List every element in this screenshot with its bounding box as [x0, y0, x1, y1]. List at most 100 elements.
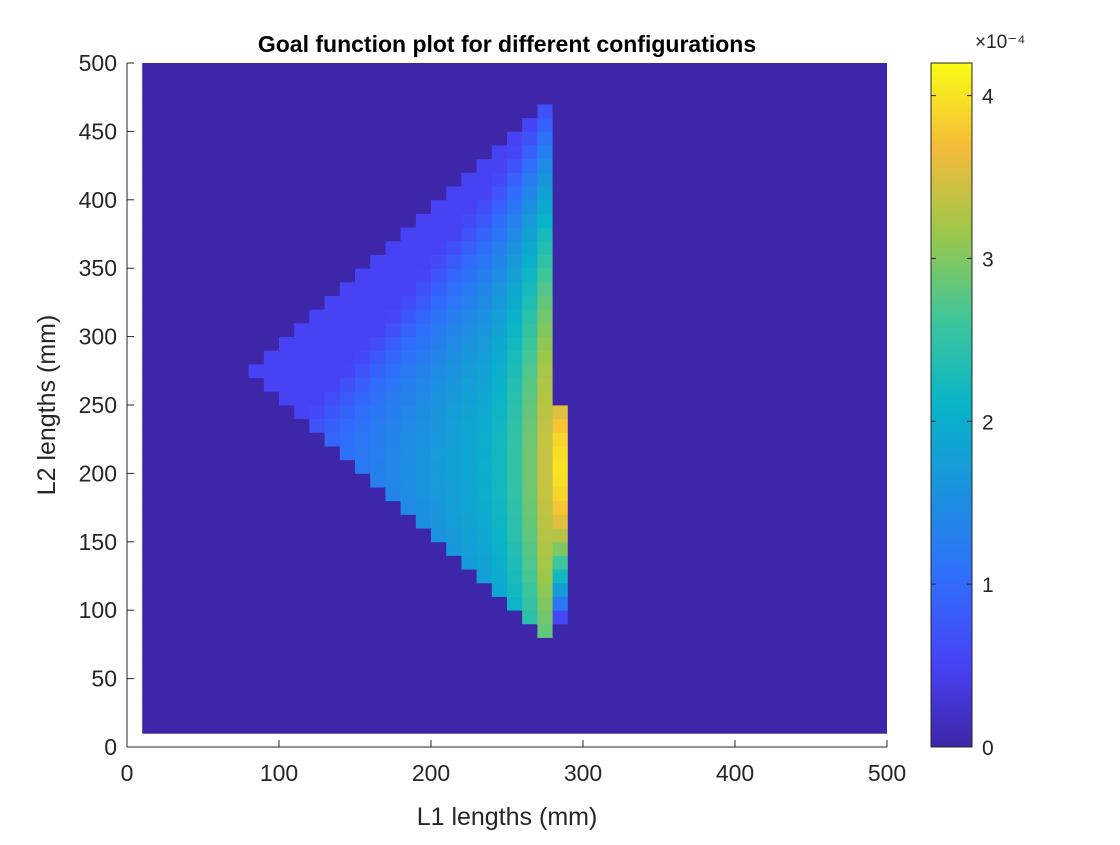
heatmap-cell	[294, 678, 310, 693]
heatmap-cell	[674, 281, 690, 296]
heatmap-cell	[583, 459, 599, 474]
heatmap-cell	[735, 541, 751, 556]
heatmap-cell	[461, 610, 477, 625]
heatmap-cell	[674, 186, 690, 201]
heatmap-cell	[218, 268, 234, 283]
heatmap-cell	[203, 377, 219, 392]
heatmap-cell	[187, 514, 204, 529]
heatmap-cell	[279, 199, 295, 214]
heatmap-cell	[355, 692, 371, 707]
heatmap-cell	[370, 446, 386, 461]
heatmap-cell	[370, 623, 386, 638]
heatmap-cell	[476, 487, 493, 502]
heatmap-cell	[674, 514, 690, 529]
heatmap-cell	[248, 363, 265, 379]
heatmap-cell	[248, 377, 265, 392]
heatmap-cell	[689, 158, 705, 173]
heatmap-cell	[476, 692, 493, 707]
heatmap-cell	[142, 500, 158, 515]
heatmap-cell	[704, 268, 721, 283]
heatmap-cell	[674, 528, 690, 543]
heatmap-cell	[324, 199, 341, 214]
heatmap-cell	[643, 104, 660, 119]
heatmap-cell	[613, 322, 629, 337]
heatmap-cell	[628, 227, 645, 242]
heatmap-cell	[400, 514, 417, 529]
heatmap-cell	[643, 473, 660, 488]
heatmap-cell	[598, 158, 614, 173]
y-tick-label: 300	[79, 324, 117, 350]
heatmap-cell	[583, 569, 599, 584]
heatmap-cell	[446, 240, 462, 255]
heatmap-cell	[674, 172, 690, 187]
heatmap-cell	[628, 254, 645, 269]
heatmap-cell	[598, 651, 614, 666]
heatmap-cell	[203, 309, 219, 324]
heatmap-cell	[415, 131, 432, 146]
heatmap-cell	[203, 322, 219, 337]
heatmap-cell	[339, 350, 356, 365]
heatmap-cell	[339, 240, 356, 255]
heatmap-cell	[537, 651, 553, 666]
heatmap-cell	[659, 678, 675, 693]
heatmap-cell	[233, 664, 249, 679]
heatmap-cell	[309, 569, 325, 584]
heatmap-cell	[187, 104, 204, 119]
heatmap-cell	[294, 487, 310, 502]
heatmap-cell	[294, 322, 310, 337]
heatmap-cell	[628, 391, 645, 406]
heatmap-cell	[279, 145, 295, 160]
heatmap-cell	[522, 569, 538, 584]
heatmap-cell	[537, 500, 553, 515]
heatmap-cell	[294, 651, 310, 666]
heatmap-cell	[415, 692, 432, 707]
heatmap-cell	[446, 582, 462, 597]
heatmap-cell	[674, 63, 690, 78]
heatmap-cell	[598, 295, 614, 310]
heatmap-cell	[324, 104, 341, 119]
heatmap-cell	[689, 172, 705, 187]
heatmap-cell	[522, 295, 538, 310]
heatmap-cell	[461, 227, 477, 242]
heatmap-cell	[309, 432, 325, 447]
heatmap-cell	[461, 145, 477, 160]
heatmap-cell	[172, 240, 189, 255]
heatmap-cell	[370, 281, 386, 296]
heatmap-cell	[552, 227, 569, 242]
heatmap-cell	[142, 363, 158, 379]
heatmap-cell	[643, 377, 660, 392]
heatmap-cell	[157, 377, 173, 392]
heatmap-cell	[203, 500, 219, 515]
heatmap-cell	[567, 363, 584, 379]
heatmap-cell	[400, 582, 417, 597]
heatmap-cell	[719, 500, 736, 515]
heatmap-cell	[218, 487, 234, 502]
heatmap-cell	[598, 172, 614, 187]
heatmap-cell	[750, 350, 766, 365]
x-tick-label: 0	[121, 760, 134, 786]
heatmap-cell	[491, 186, 508, 201]
heatmap-cell	[567, 131, 584, 146]
heatmap-cell	[750, 541, 766, 556]
heatmap-cell	[218, 117, 234, 132]
heatmap-cell	[583, 240, 599, 255]
heatmap-cell	[583, 610, 599, 625]
heatmap-cell	[172, 199, 189, 214]
heatmap-cell	[263, 227, 280, 242]
heatmap-cell	[643, 692, 660, 707]
heatmap-cell	[142, 131, 158, 146]
heatmap-cell	[203, 90, 219, 105]
heatmap-cell	[309, 391, 325, 406]
heatmap-cell	[613, 63, 629, 78]
heatmap-cell	[628, 528, 645, 543]
heatmap-cell	[628, 514, 645, 529]
heatmap-cell	[431, 295, 447, 310]
heatmap-cell	[385, 295, 401, 310]
heatmap-cell	[385, 117, 401, 132]
heatmap-cell	[339, 227, 356, 242]
heatmap-cell	[567, 528, 584, 543]
heatmap-cell	[218, 131, 234, 146]
heatmap-cell	[537, 405, 553, 420]
heatmap-cell	[233, 719, 249, 734]
heatmap-cell	[583, 432, 599, 447]
